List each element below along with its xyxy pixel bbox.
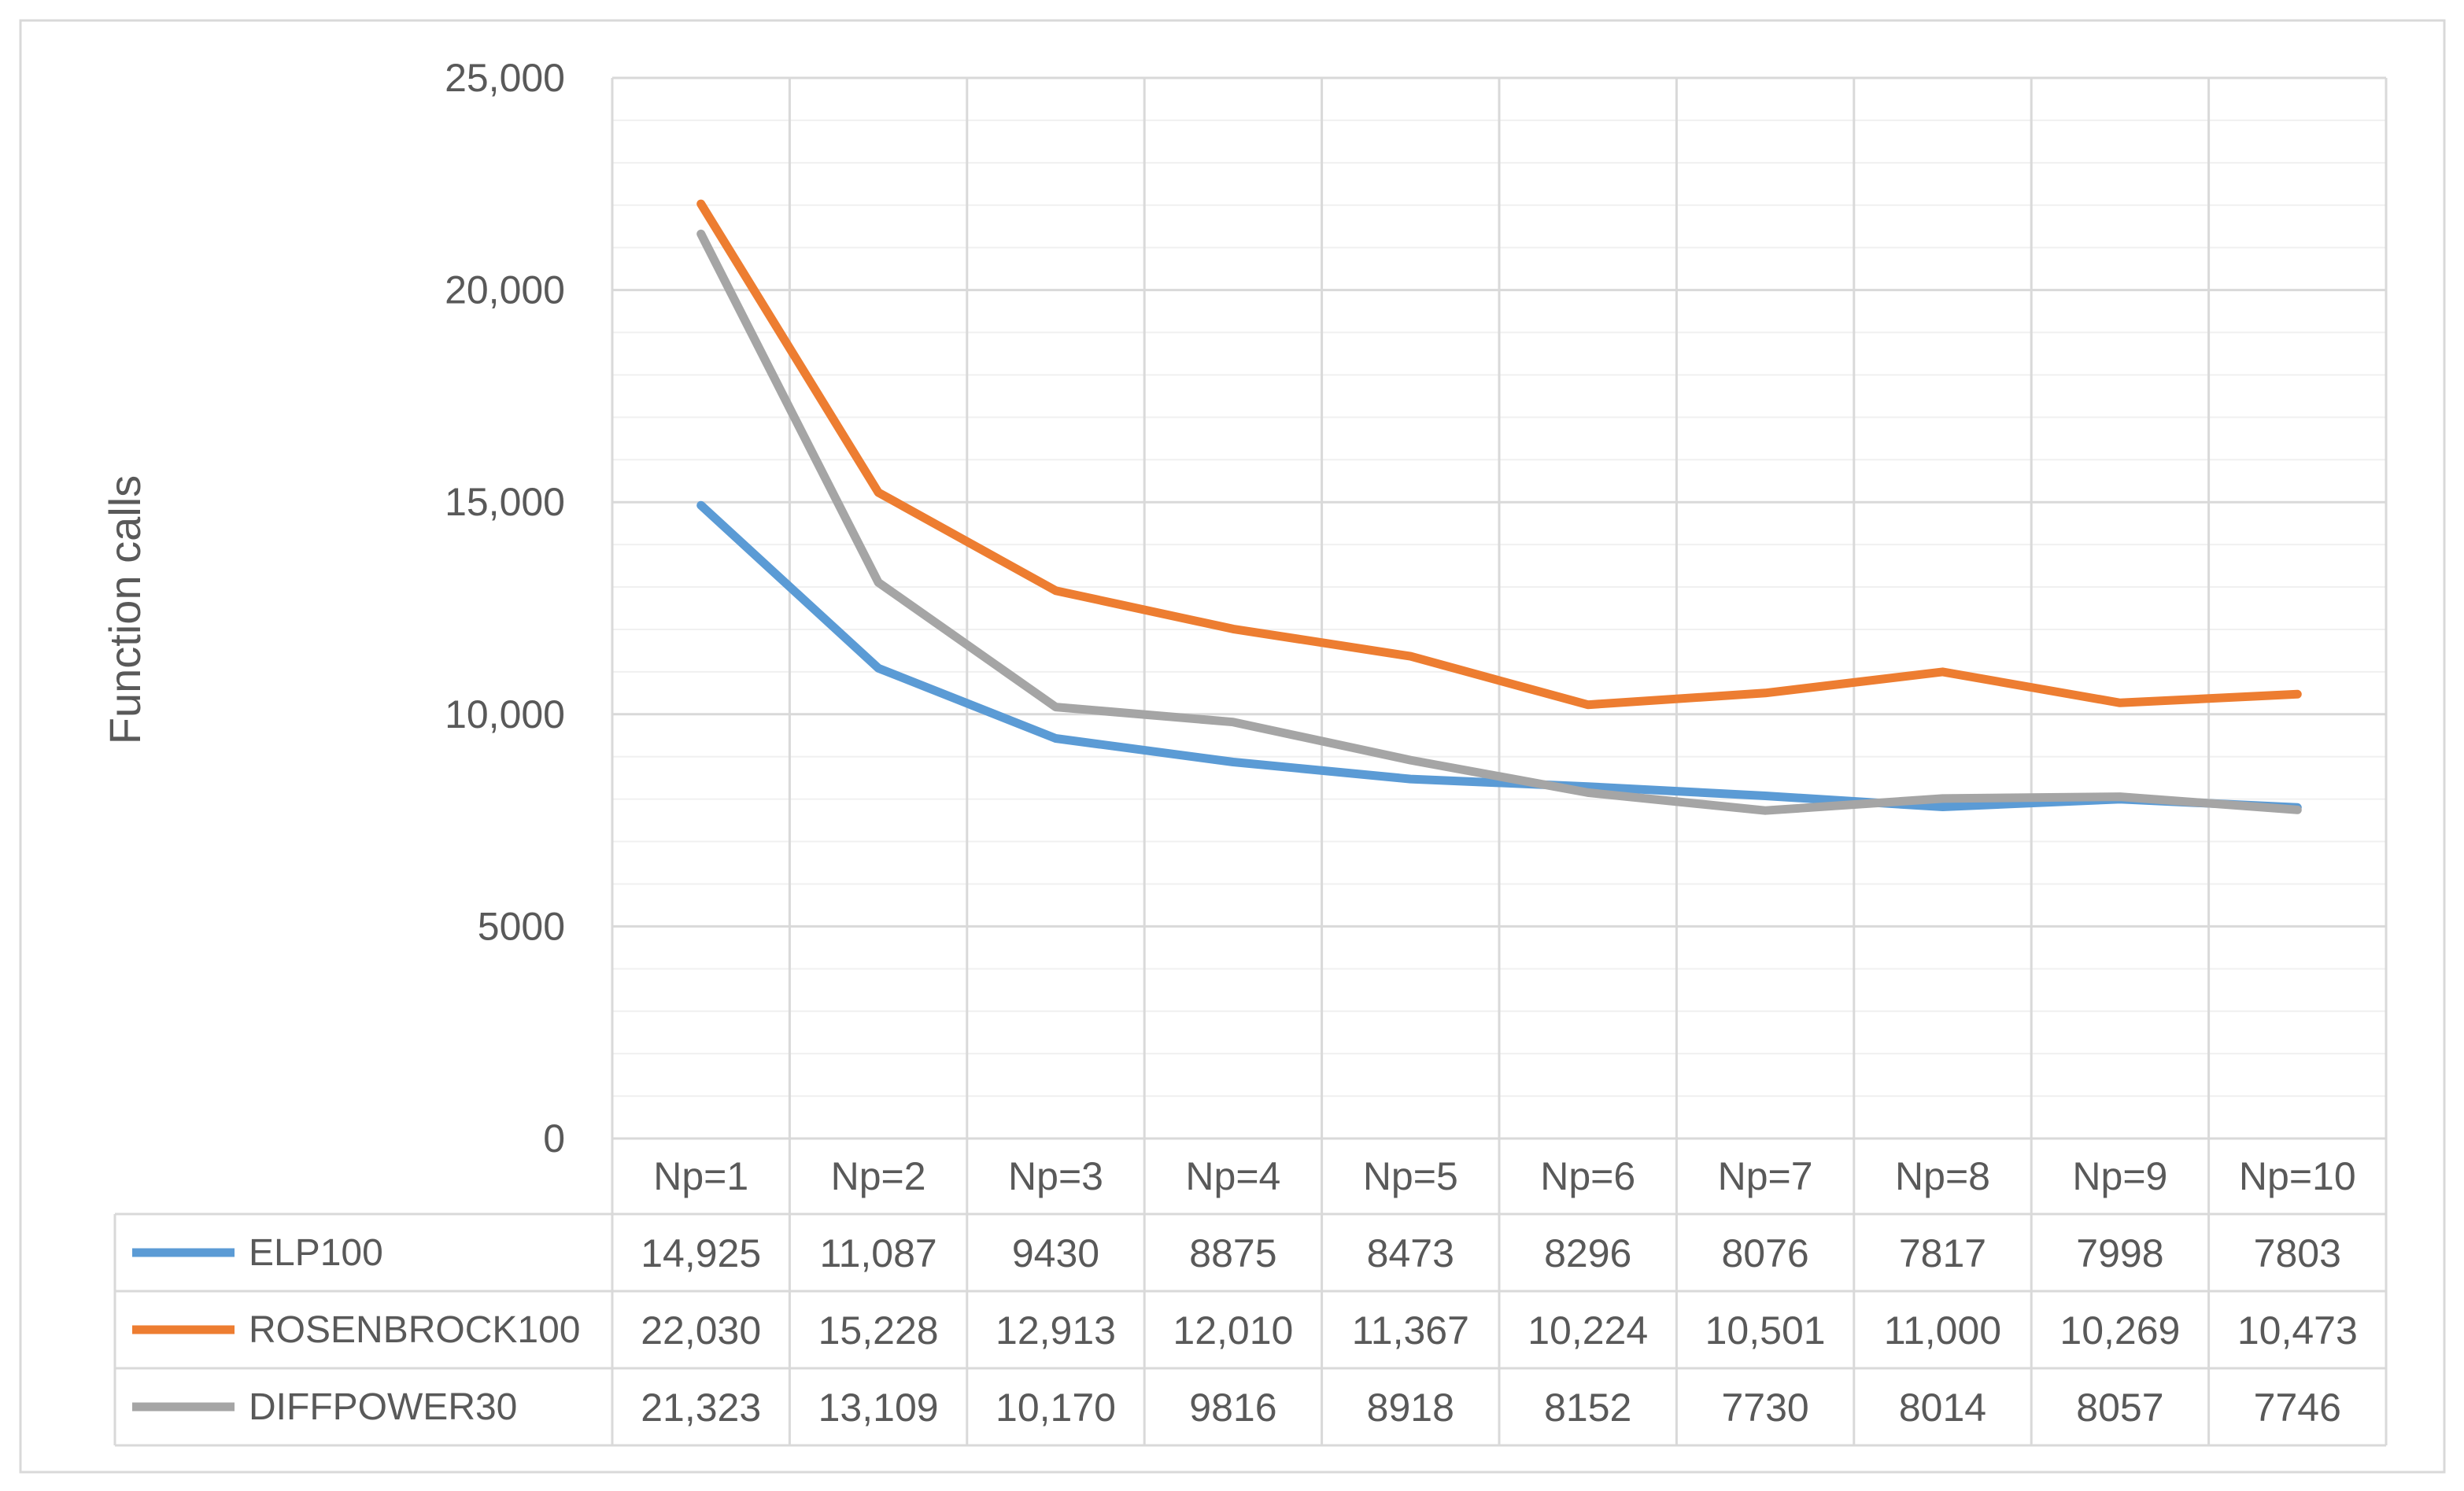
chart-border xyxy=(19,19,2446,1474)
data-table-cell: 8057 xyxy=(2076,1386,2163,1430)
data-table-cell: 7817 xyxy=(1899,1231,1986,1275)
data-table-cell: 7746 xyxy=(2254,1386,2341,1430)
legend-label: DIFFPOWER30 xyxy=(249,1386,517,1428)
data-table-cell: 7803 xyxy=(2254,1231,2341,1275)
x-tick-label: Np=10 xyxy=(2239,1154,2356,1198)
data-table-cell: 22,030 xyxy=(641,1308,761,1353)
data-table-cell: 11,367 xyxy=(1352,1308,1469,1353)
data-table-cell: 11,000 xyxy=(1884,1308,2001,1353)
y-tick-label: 20,000 xyxy=(445,268,565,312)
data-table-lines xyxy=(113,1212,2386,1447)
legend-label: ROSENBROCK100 xyxy=(249,1309,580,1351)
x-tick-label: Np=2 xyxy=(831,1154,926,1198)
data-table-cell: 9430 xyxy=(1012,1231,1099,1275)
data-table-cell: 21,323 xyxy=(641,1386,761,1430)
x-axis-ticks: Np=1 Np=2 Np=3 Np=4 Np=5 Np=6 Np=7 Np=8 Np=9 Np=1… xyxy=(653,1154,2355,1198)
data-table-cell: 9816 xyxy=(1189,1386,1276,1430)
x-tick-label: Np=9 xyxy=(2072,1154,2167,1198)
data-table-cell: 10,269 xyxy=(2059,1308,2180,1353)
y-axis-title: Function calls xyxy=(100,475,150,744)
y-tick-label: 15,000 xyxy=(445,480,565,524)
data-table-cell: 8296 xyxy=(1544,1231,1631,1275)
y-axis-ticks: 0 5000 10,000 15,000 20,000 25,000 xyxy=(445,56,565,1161)
data-table-cell: 8918 xyxy=(1367,1386,1454,1430)
data-table: ELP100 14,925 11,087 9430 8875 8473 8296 8076 78… xyxy=(132,1231,2358,1430)
data-table-cell: 13,109 xyxy=(818,1386,939,1430)
y-tick-label: 25,000 xyxy=(445,56,565,100)
x-tick-label: Np=7 xyxy=(1718,1154,1813,1198)
data-table-cell: 14,925 xyxy=(641,1231,761,1275)
data-table-cell: 8875 xyxy=(1189,1231,1276,1275)
x-tick-label: Np=6 xyxy=(1540,1154,1635,1198)
x-tick-label: Np=8 xyxy=(1895,1154,1990,1198)
data-table-cell: 12,913 xyxy=(996,1308,1116,1353)
x-tick-label: Np=4 xyxy=(1185,1154,1280,1198)
data-table-cell: 12,010 xyxy=(1173,1308,1293,1353)
data-table-cell: 10,501 xyxy=(1705,1308,1826,1353)
series-lines xyxy=(696,199,2302,815)
y-tick-label: 5000 xyxy=(478,904,565,948)
data-table-cell: 15,228 xyxy=(818,1308,939,1353)
series-line-elp100 xyxy=(696,500,2302,812)
legend-label: ELP100 xyxy=(249,1232,383,1274)
data-table-cell: 10,224 xyxy=(1528,1308,1648,1353)
data-table-cell: 8152 xyxy=(1544,1386,1631,1430)
data-table-cell: 11,087 xyxy=(819,1231,936,1275)
data-table-cell: 7998 xyxy=(2076,1231,2163,1275)
y-tick-label: 0 xyxy=(543,1116,565,1161)
x-tick-label: Np=3 xyxy=(1008,1154,1103,1198)
data-table-cell: 10,170 xyxy=(996,1386,1116,1430)
data-table-cell: 8473 xyxy=(1367,1231,1454,1275)
series-line-diffpower30 xyxy=(696,229,2302,815)
data-table-cell: 8076 xyxy=(1721,1231,1808,1275)
data-table-cell: 8014 xyxy=(1899,1386,1986,1430)
vertical-gridlines xyxy=(611,78,2388,1445)
y-tick-label: 10,000 xyxy=(445,692,565,736)
data-table-cell: 7730 xyxy=(1721,1386,1808,1430)
data-table-cell: 10,473 xyxy=(2237,1308,2358,1353)
x-tick-label: Np=1 xyxy=(653,1154,748,1198)
series-line-rosenbrock100 xyxy=(696,199,2302,710)
x-tick-label: Np=5 xyxy=(1363,1154,1458,1198)
